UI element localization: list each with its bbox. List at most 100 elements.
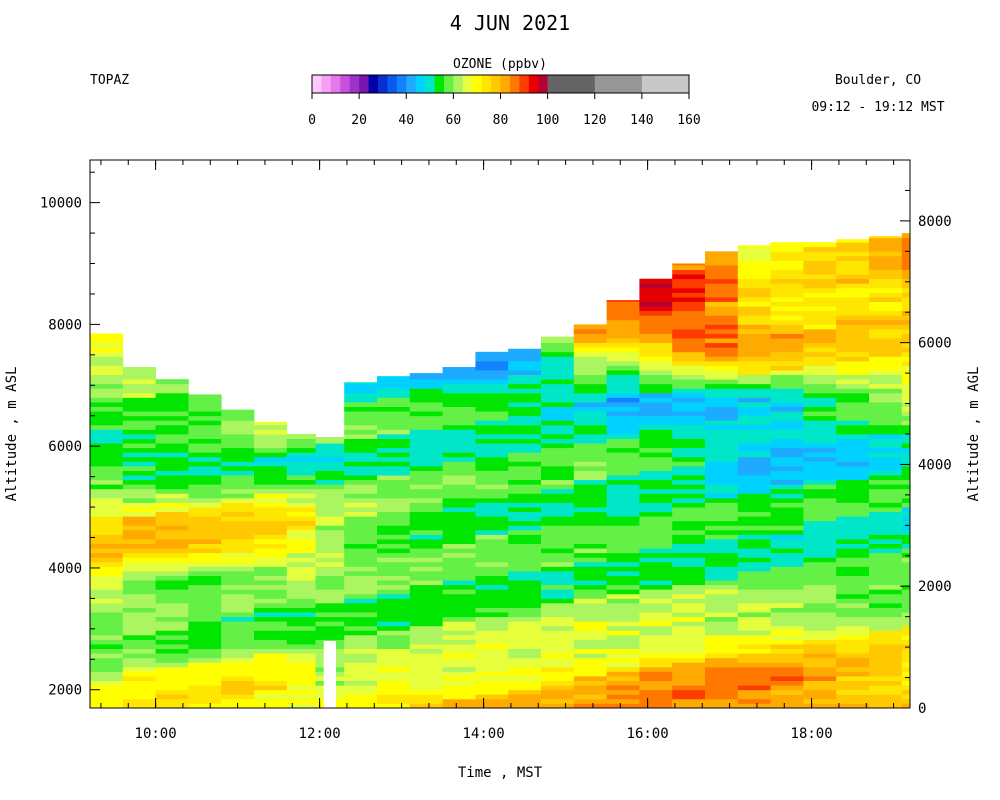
heatmap-cell xyxy=(770,539,804,544)
heatmap-cell xyxy=(803,443,837,449)
heatmap-cell xyxy=(770,557,804,563)
heatmap-cell xyxy=(344,607,378,613)
colorbar-bin-26 xyxy=(594,75,643,93)
heatmap-cell xyxy=(508,689,542,695)
heatmap-cell xyxy=(770,552,804,558)
heatmap-cell xyxy=(803,328,837,334)
heatmap-cell xyxy=(705,625,739,631)
heatmap-cell xyxy=(606,566,640,572)
heatmap-cell xyxy=(705,648,739,654)
heatmap-cell xyxy=(737,251,771,257)
heatmap-cell xyxy=(541,680,575,686)
heatmap-cell xyxy=(869,525,903,531)
heatmap-cell xyxy=(377,447,411,453)
heatmap-cell xyxy=(836,657,870,663)
heatmap-cell xyxy=(639,406,673,412)
heatmap-cell xyxy=(155,634,189,640)
heatmap-cell xyxy=(377,402,411,407)
heatmap-cell xyxy=(155,543,189,549)
heatmap-cell xyxy=(442,639,476,645)
heatmap-cell xyxy=(122,370,156,376)
heatmap-cell xyxy=(541,634,575,640)
heatmap-cell xyxy=(315,438,345,444)
heatmap-cell xyxy=(737,402,771,407)
heatmap-cell xyxy=(901,383,911,389)
colorbar-bin-2 xyxy=(330,75,341,93)
heatmap-cell xyxy=(541,694,575,700)
heatmap-cell xyxy=(344,671,378,677)
heatmap-cell xyxy=(672,429,706,435)
heatmap-cell xyxy=(901,283,911,289)
heatmap-cell xyxy=(221,639,255,645)
heatmap-cell xyxy=(286,671,316,677)
heatmap-cell xyxy=(188,507,222,513)
heatmap-cell xyxy=(639,388,673,394)
heatmap-cell xyxy=(90,452,124,458)
heatmap-cell xyxy=(541,571,575,576)
heatmap-cell xyxy=(606,388,640,394)
heatmap-cell xyxy=(573,456,607,462)
heatmap-cell xyxy=(221,662,255,668)
heatmap-cell xyxy=(573,434,607,439)
heatmap-cell xyxy=(254,653,288,659)
heatmap-cell xyxy=(188,539,222,544)
heatmap-cell xyxy=(254,470,288,476)
heatmap-cell xyxy=(672,507,706,513)
heatmap-cell xyxy=(286,648,316,654)
heatmap-cell xyxy=(344,529,378,535)
heatmap-cell xyxy=(869,333,903,339)
heatmap-cell xyxy=(803,493,837,499)
heatmap-cell xyxy=(901,612,911,618)
heatmap-cell xyxy=(122,607,156,613)
heatmap-cell xyxy=(90,415,124,421)
heatmap-cell xyxy=(221,671,255,677)
heatmap-cell xyxy=(221,411,255,417)
heatmap-cell xyxy=(705,301,739,307)
heatmap-cell xyxy=(409,644,443,650)
heatmap-cell xyxy=(836,698,870,704)
heatmap-cell xyxy=(541,351,575,357)
heatmap-cell xyxy=(639,703,673,709)
heatmap-cell xyxy=(705,297,739,302)
heatmap-cell xyxy=(409,548,443,554)
heatmap-cell xyxy=(122,438,156,444)
colorbar-bin-6 xyxy=(368,75,379,93)
heatmap-cell xyxy=(286,666,316,672)
heatmap-cell xyxy=(541,580,575,586)
heatmap-cell xyxy=(836,543,870,549)
heatmap-cell xyxy=(672,310,706,316)
colorbar-bin-3 xyxy=(340,75,350,93)
heatmap-cell xyxy=(836,639,870,645)
colorbar-bin-24 xyxy=(538,75,548,93)
instrument-label: TOPAZ xyxy=(90,73,129,88)
heatmap-cell xyxy=(409,397,443,403)
heatmap-cell xyxy=(90,438,124,444)
heatmap-cell xyxy=(344,644,378,650)
heatmap-cell xyxy=(122,456,156,462)
heatmap-cell xyxy=(803,580,837,586)
colorbar-bin-22 xyxy=(519,75,530,93)
heatmap-cell xyxy=(770,470,804,476)
heatmap-cell xyxy=(188,443,222,449)
heatmap-cell xyxy=(442,397,476,403)
heatmap-cell xyxy=(155,552,189,558)
heatmap-cell xyxy=(803,251,837,257)
heatmap-cell xyxy=(901,292,911,298)
heatmap-cell xyxy=(803,420,837,426)
heatmap-cell xyxy=(508,370,542,376)
heatmap-cell xyxy=(770,516,804,522)
heatmap-cell xyxy=(705,566,739,572)
heatmap-cell xyxy=(442,539,476,544)
heatmap-cell xyxy=(869,662,903,668)
heatmap-cell xyxy=(901,287,911,293)
heatmap-cell xyxy=(122,612,156,618)
heatmap-cell xyxy=(770,571,804,576)
heatmap-cell xyxy=(475,351,509,357)
heatmap-cell xyxy=(409,689,443,695)
heatmap-cell xyxy=(770,397,804,403)
heatmap-cell xyxy=(737,365,771,371)
heatmap-cell xyxy=(705,324,739,330)
heatmap-cell xyxy=(901,365,911,371)
heatmap-cell xyxy=(90,347,124,353)
heatmap-cell xyxy=(377,612,411,618)
